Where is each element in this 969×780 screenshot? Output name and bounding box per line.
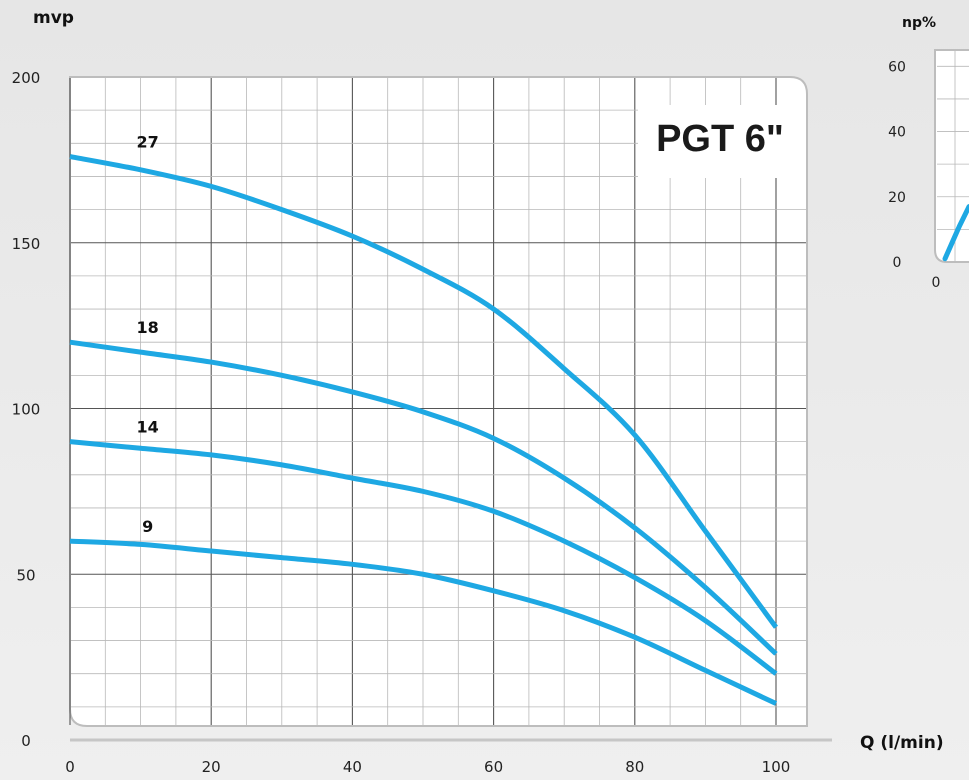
curve-label-14: 14 <box>137 418 159 437</box>
efficiency-y-tick-labels: 0 20 40 60 <box>888 59 906 271</box>
y-tick-label: 0 <box>21 732 31 750</box>
chart-title: PGT 6" <box>656 118 784 160</box>
efficiency-line <box>942 204 969 262</box>
y-tick-label: 50 <box>16 566 35 584</box>
x-tick-label: 40 <box>343 758 362 776</box>
pump-curve-27 <box>69 154 779 629</box>
efficiency-x-tick-labels: 0 <box>932 275 941 291</box>
efficiency-y-tick-label: 0 <box>893 255 902 271</box>
x-tick-label: 0 <box>65 758 75 776</box>
pump-curves <box>69 154 779 706</box>
x-tick-labels: 0 20 40 60 80 100 <box>65 758 790 776</box>
pump-curve-18 <box>69 339 778 656</box>
x-tick-label: 80 <box>625 758 644 776</box>
y-axis-title: mvp <box>33 8 74 28</box>
x-tick-label: 60 <box>484 758 503 776</box>
x-axis-title: Q (l/min) <box>860 733 944 753</box>
efficiency-axis-title: np% <box>902 15 936 31</box>
y-tick-label: 150 <box>12 235 41 253</box>
efficiency-chart-panel: 0 20 40 60 0 np% <box>888 15 969 291</box>
curve-label-27: 27 <box>137 133 159 152</box>
y-tick-label: 200 <box>12 69 41 87</box>
curve-label-18: 18 <box>137 318 159 337</box>
curve-label-9: 9 <box>142 517 153 536</box>
efficiency-y-tick-label: 20 <box>888 190 906 206</box>
pump-curve-9 <box>69 538 778 706</box>
efficiency-grid <box>937 51 969 261</box>
efficiency-x-tick-label: 0 <box>932 275 941 291</box>
y-tick-labels: 0 50 100 150 200 <box>12 69 41 750</box>
efficiency-curve <box>942 204 969 262</box>
model-label-box <box>638 105 806 178</box>
efficiency-y-tick-label: 60 <box>888 59 906 75</box>
x-tick-label: 20 <box>202 758 221 776</box>
plot-area <box>69 76 808 727</box>
x-tick-label: 100 <box>762 758 791 776</box>
pump-curve-14 <box>69 439 778 676</box>
main-grid <box>69 78 806 725</box>
efficiency-y-tick-label: 40 <box>888 125 906 141</box>
curve-labels: 27 18 14 9 <box>137 133 159 537</box>
efficiency-plot-area <box>934 49 969 263</box>
y-tick-label: 100 <box>12 401 41 419</box>
